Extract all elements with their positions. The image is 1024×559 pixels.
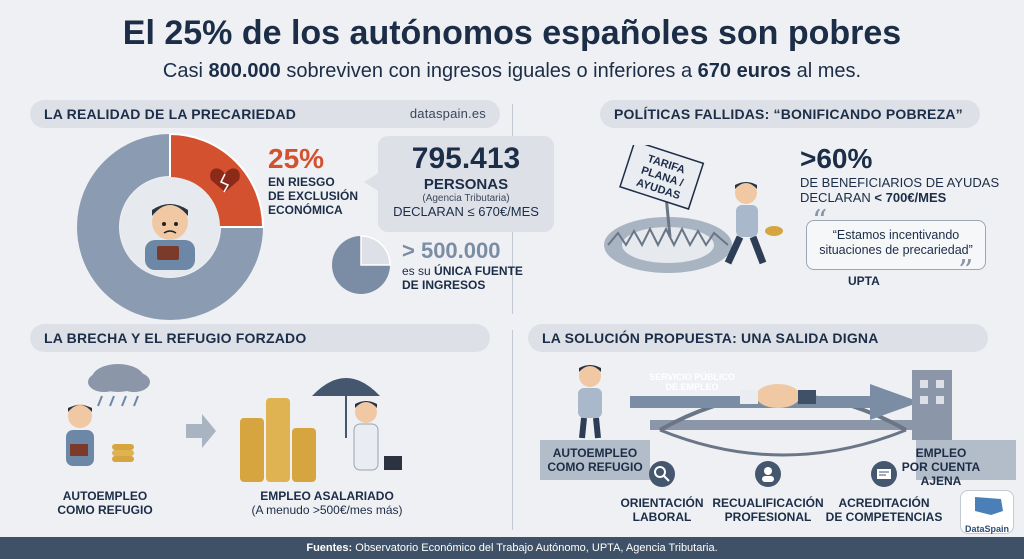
right-cliff [916, 440, 1016, 480]
gap-arrow-icon [186, 414, 216, 448]
sad-person-icon [66, 404, 94, 466]
upta-quote-box: “Estamos incentivando situaciones de pre… [806, 220, 986, 270]
map-logo-icon [975, 497, 1003, 515]
coin-stacks-icon [240, 398, 316, 482]
section-heading-solution: LA SOLUCIÓN PROPUESTA: UNA SALIDA DIGNA [528, 324, 988, 352]
persons-label: PERSONAS [423, 176, 509, 193]
left-cliff [540, 440, 650, 480]
solution-refuge-line1: AUTOEMPLEO [552, 446, 638, 460]
footer-text: Observatorio Económico del Trabajo Autón… [352, 542, 718, 554]
page-subtitle: Casi 800.000 sobreviven con ingresos igu… [0, 60, 1024, 83]
salaried-illustration [240, 378, 402, 482]
requalification-label: RECUALIFICACIÓN PROFESIONAL [710, 496, 826, 524]
refuge-illustration [66, 364, 150, 466]
businessman-icon [353, 401, 402, 471]
subtitle-pre: Casi [162, 60, 209, 82]
guidance-icon [649, 461, 675, 487]
requalification-icon [755, 461, 781, 487]
salaried-employment-line2: POR CUENTA [901, 460, 981, 474]
callout-pointer [364, 172, 380, 192]
bear-trap-illustration [604, 145, 783, 273]
refuge-label: AUTOEMPLEO COMO REFUGIO [40, 489, 170, 517]
sole-income-label: es su ÚNICA FUENTE DE INGRESOS [402, 264, 523, 292]
risk-label-line1: EN RIESGO [268, 175, 335, 189]
requalification-line2: PROFESIONAL [724, 510, 812, 524]
risk-label-line3: ECONÓMICA [268, 203, 343, 217]
open-quote-icon: “ [812, 204, 828, 239]
income-pie-chart [332, 235, 391, 294]
upta-quote-source: UPTA [848, 274, 880, 288]
worried-person-icon [145, 204, 195, 270]
donut-chart [77, 132, 265, 320]
footer-label: Fuentes: [306, 542, 353, 554]
salaried-label-line2: (A menudo >500€/mes más) [251, 503, 403, 517]
worried-worker-icon [578, 365, 602, 439]
footer-bar: Fuentes: Observatorio Económico del Trab… [0, 537, 1024, 559]
handshake-icon [740, 384, 816, 408]
subtitle-post: al mes. [791, 60, 862, 82]
certificate-line1: ACREDITACIÓN [838, 496, 930, 510]
rain-cloud-icon [88, 364, 150, 407]
guidance-line1: ORIENTACIÓN [620, 496, 704, 510]
persons-source: (Agencia Tributaria) [422, 193, 510, 204]
subtitle-mid: sobreviven con ingresos iguales o inferi… [280, 60, 698, 82]
requalification-line1: RECUALIFICACIÓN [712, 496, 824, 510]
guidance-label: ORIENTACIÓN LABORAL [608, 496, 716, 524]
umbrella-icon [312, 378, 380, 438]
public-service-line2: DE EMPLEO [665, 382, 719, 392]
source-link[interactable]: dataspain.es [409, 106, 486, 121]
section-heading-gap-text: LA BRECHA Y EL REFUGIO FORZADO [44, 330, 307, 346]
bridge-illustration [540, 365, 1016, 480]
section-heading-solution-text: LA SOLUCIÓN PROPUESTA: UNA SALIDA DIGNA [542, 330, 879, 346]
risk-label-line2: DE EXCLUSIÓN [268, 189, 359, 203]
solution-refuge-label: AUTOEMPLEO COMO REFUGIO [540, 446, 650, 474]
risk-label: EN RIESGO DE EXCLUSIÓN ECONÓMICA [268, 175, 358, 217]
salaried-label-line1: EMPLEO ASALARIADO [260, 489, 394, 503]
guidance-line2: LABORAL [632, 510, 692, 524]
page-title: El 25% de los autónomos españoles son po… [122, 14, 902, 52]
salaried-label: EMPLEO ASALARIADO (A menudo >500€/mes má… [222, 489, 432, 517]
beneficiaries-label: DE BENEFICIARIOS DE AYUDAS DECLARAN < 70… [800, 175, 999, 205]
sole-income-count: > 500.000 [402, 238, 501, 263]
section-heading-policies: POLÍTICAS FALLIDAS: “BONIFICANDO POBREZA… [600, 100, 980, 128]
sole-income-text3: DE INGRESOS [402, 278, 486, 292]
certificate-line2: DE COMPETENCIAS [825, 510, 943, 524]
beneficiaries-line2: DECLARAN [800, 190, 871, 205]
dataspain-logo[interactable]: DataSpain [960, 490, 1014, 534]
fleeing-person-icon [724, 182, 783, 265]
office-building-icon [912, 370, 952, 440]
broken-heart-icon [210, 168, 240, 193]
public-service-label: SERVICIO PÚBLICO DE EMPLEO [640, 372, 744, 392]
close-quote-icon: ” [958, 254, 974, 289]
persons-count: 795.413 [411, 142, 521, 175]
beneficiaries-percentage: >60% [800, 143, 873, 174]
beneficiaries-line1: DE BENEFICIARIOS DE AYUDAS [800, 175, 1000, 190]
subtitle-number: 800.000 [208, 60, 281, 82]
persons-declare: DECLARAN ≤ 670€/MES [393, 204, 539, 219]
pie-slice [360, 235, 391, 266]
upta-quote-text: “Estamos incentivando situaciones de pre… [819, 228, 973, 257]
certificate-label: ACREDITACIÓN DE COMPETENCIAS [822, 496, 946, 524]
risk-percentage: 25% [268, 143, 325, 174]
small-coin-stack-icon [112, 444, 134, 462]
section-heading-reality: LA REALIDAD DE LA PRECARIEDAD dataspain.… [30, 100, 500, 128]
salaried-employment-label: EMPLEO POR CUENTA AJENA [896, 446, 986, 488]
refuge-label-line2: COMO REFUGIO [57, 503, 153, 517]
section-heading-gap: LA BRECHA Y EL REFUGIO FORZADO [30, 324, 490, 352]
public-service-line1: SERVICIO PÚBLICO [649, 372, 735, 382]
sole-income-text1: es su [402, 264, 431, 278]
section-heading-policies-text: POLÍTICAS FALLIDAS: “BONIFICANDO POBREZA… [614, 106, 963, 122]
persons-callout: 795.413 PERSONAS (Agencia Tributaria) DE… [378, 136, 554, 232]
salaried-employment-line3: AJENA [920, 474, 962, 488]
certificate-icon [871, 461, 897, 487]
refuge-label-line1: AUTOEMPLEO [62, 489, 148, 503]
section-heading-reality-text: LA REALIDAD DE LA PRECARIEDAD [44, 106, 297, 122]
sole-income-text2: ÚNICA FUENTE [434, 264, 523, 278]
solution-refuge-line2: COMO REFUGIO [547, 460, 643, 474]
vertical-divider-bottom [512, 330, 513, 530]
dataspain-logo-text: DataSpain [964, 524, 1009, 534]
subtitle-amount: 670 euros [697, 60, 792, 82]
beneficiaries-line3: < 700€/MES [874, 190, 947, 205]
salaried-employment-line1: EMPLEO [915, 446, 967, 460]
